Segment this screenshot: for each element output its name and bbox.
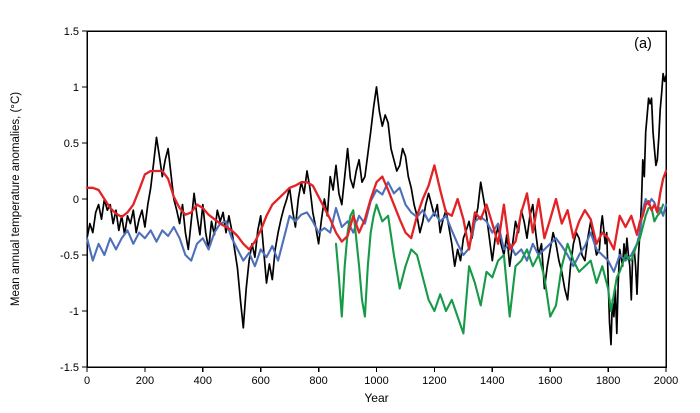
x-tick-label: 200 [136, 375, 154, 387]
series-line-red [85, 164, 668, 251]
x-tick-label: 0 [84, 375, 90, 387]
x-axis-title: Year [364, 391, 389, 405]
y-tick-label: 1.5 [64, 26, 79, 38]
x-tick-label: 1400 [480, 375, 504, 387]
y-tick-label: 0 [73, 194, 79, 206]
y-tick-label: -0.5 [60, 250, 79, 262]
x-tick-label: 1200 [422, 375, 446, 387]
x-tick-label: 2000 [654, 375, 678, 387]
x-tick-label: 1800 [596, 375, 620, 387]
panel-label: (a) [634, 36, 652, 52]
series-line-black [86, 72, 667, 346]
x-tick-label: 600 [252, 375, 270, 387]
x-tick-label: 1000 [364, 375, 388, 387]
x-tick-label: 400 [194, 375, 212, 387]
series-line-green [334, 203, 665, 335]
x-tick-label: 800 [309, 375, 327, 387]
y-axis-title: Mean annual temperature anomalies, (°C) [10, 91, 22, 307]
y-tick-label: 1 [73, 82, 79, 94]
series-line-blue [85, 181, 668, 273]
x-tick-label: 1600 [538, 375, 562, 387]
y-tick-label: -1 [69, 306, 79, 318]
y-tick-label: -1.5 [60, 362, 79, 374]
y-tick-label: 0.5 [64, 138, 79, 150]
